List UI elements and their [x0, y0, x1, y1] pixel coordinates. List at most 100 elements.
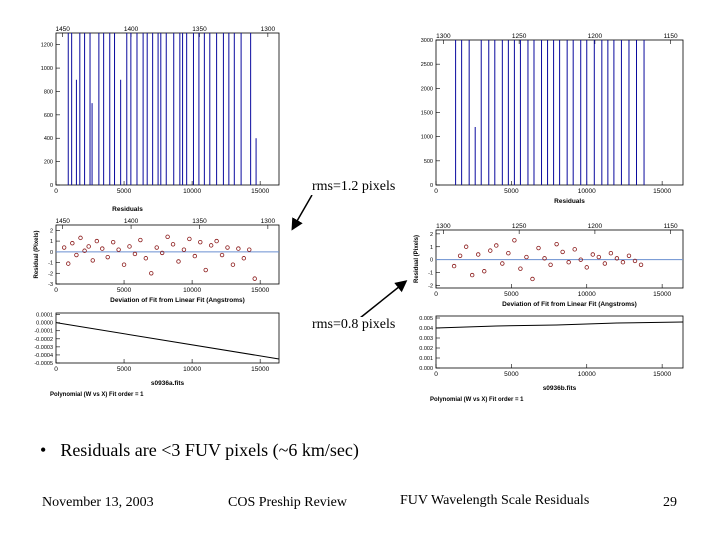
- residual-point: [105, 254, 110, 260]
- panel-b-residuals: 0 5000 10000 15000 1300 1250 1200 1150 -2 -1 0 1 2 Re…: [414, 223, 684, 308]
- residual-point: [614, 256, 620, 261]
- residual-point: [608, 250, 614, 256]
- footer-title: COS Preship Review: [228, 495, 347, 510]
- y-tick-label: 0.004: [419, 326, 433, 332]
- residual-point: [488, 248, 493, 253]
- top-tick-label: 1350: [192, 218, 207, 225]
- residual-point: [94, 238, 100, 244]
- y-tick-label: 2500: [421, 62, 433, 68]
- residual-point: [230, 262, 236, 267]
- x-tick-label: 15000: [251, 188, 269, 195]
- panel-caption: s0936a.fits: [151, 380, 185, 387]
- panel-b-emission-lines: 0 5000 10000 15000 1300 1250 1200 1150 0 500 1000 1…: [421, 33, 684, 205]
- residual-point: [176, 259, 181, 264]
- y-tick-label: 1: [50, 239, 53, 245]
- residual-point: [78, 235, 83, 241]
- residual-point: [536, 245, 541, 251]
- panel-b-deviation: 0 5000 10000 15000 0.000 0.001 0.002 0.003 0.004…: [419, 315, 684, 403]
- x-tick-label: 0: [54, 287, 58, 294]
- panel-caption: Deviation of Fit from Linear Fit (Angstr…: [502, 301, 637, 308]
- residual-point: [214, 238, 219, 244]
- panel-a-emission-lines: 0 5000 10000 15000 1450 1400 1350 1300 0 200 400 60…: [41, 26, 280, 195]
- residual-point: [116, 247, 121, 252]
- y-tick-label: -2: [428, 283, 433, 289]
- residual-point: [187, 236, 192, 242]
- y-tick-label: 1200: [41, 43, 53, 49]
- residual-point: [66, 261, 71, 266]
- residual-point: [512, 238, 517, 243]
- y-tick-label: 3000: [421, 38, 433, 44]
- x-tick-label: 0: [54, 188, 58, 195]
- x-tick-label: 5000: [117, 366, 132, 373]
- y-tick-label: 0.005: [419, 316, 433, 322]
- y-tick-label: -0.0005: [34, 361, 53, 367]
- residual-point: [138, 237, 143, 243]
- residual-point: [70, 241, 75, 246]
- rms-annotation-b: rms=0.8 pixels: [310, 317, 398, 333]
- residual-point: [247, 247, 252, 252]
- residual-point: [86, 244, 91, 249]
- y-tick-label: 0: [50, 183, 53, 189]
- y-tick-label: 2: [430, 232, 433, 238]
- x-tick-label: 10000: [183, 188, 201, 195]
- x-tick-label: 15000: [653, 371, 671, 378]
- plot-frame: [55, 312, 280, 364]
- top-tick-label: 1350: [192, 26, 207, 33]
- residual-point: [127, 244, 132, 249]
- y-tick-label: -0.0002: [34, 337, 53, 343]
- residual-point: [181, 247, 187, 252]
- x-tick-label: 0: [434, 291, 438, 298]
- x-tick-label: 10000: [578, 188, 596, 195]
- panel-a-residuals: 0 5000 10000 15000 1450 1400 1350 1300 -3 -2 -1 0 1 2…: [34, 206, 280, 304]
- plot-frame: [55, 32, 280, 186]
- y-tick-label: 0.000: [419, 366, 433, 372]
- residual-point: [566, 260, 571, 265]
- y-tick-label: 0.0001: [36, 313, 53, 319]
- y-tick-label: 400: [44, 136, 53, 142]
- x-tick-label: 10000: [183, 366, 201, 373]
- top-tick-label: 1300: [261, 218, 276, 225]
- residual-point: [596, 254, 602, 260]
- residual-point: [165, 234, 170, 239]
- x-tick-label: 5000: [504, 371, 519, 378]
- residual-point: [132, 251, 138, 257]
- y-tick-label: 0.001: [419, 356, 433, 362]
- top-tick-label: 1250: [512, 223, 527, 230]
- y-tick-label: -0.0001: [34, 329, 53, 335]
- fit-order-note: Polynomial (W vs X) Fit order = 1: [430, 397, 524, 403]
- x-tick-label: 15000: [251, 287, 269, 294]
- y-tick-label: -1: [48, 261, 53, 267]
- y-tick-label: 2000: [421, 86, 433, 92]
- residual-point: [252, 276, 257, 281]
- plot-frame: [435, 315, 684, 369]
- residual-point: [219, 252, 225, 258]
- y-tick-label: -0.0004: [34, 353, 53, 359]
- residual-point: [74, 252, 79, 258]
- residual-point: [241, 256, 247, 261]
- residual-point: [90, 258, 95, 263]
- y-tick-label: 1000: [41, 66, 53, 72]
- x-tick-label: 0: [434, 371, 438, 378]
- top-tick-label: 1400: [124, 26, 139, 33]
- x-tick-label: 5000: [504, 291, 519, 298]
- top-tick-label: 1450: [55, 26, 70, 33]
- y-tick-label: 1500: [421, 111, 433, 117]
- y-tick-label: 0.003: [419, 336, 433, 342]
- residual-point: [82, 248, 87, 253]
- residual-point: [154, 245, 159, 250]
- residual-point: [638, 262, 644, 267]
- residual-point: [469, 272, 475, 278]
- residual-point: [482, 269, 487, 274]
- y-axis-label: Residual (Pixels): [34, 230, 40, 278]
- y-tick-label: 0: [50, 250, 53, 256]
- residual-point: [143, 256, 149, 261]
- x-tick-label: 5000: [117, 287, 132, 294]
- residual-point: [159, 250, 165, 256]
- x-tick-label: 10000: [183, 287, 201, 294]
- y-tick-label: -0.0003: [34, 345, 53, 351]
- arrow-rms-a: [291, 194, 313, 231]
- x-tick-label: 5000: [504, 188, 519, 195]
- y-tick-label: 0: [430, 183, 433, 189]
- residual-point: [451, 263, 457, 269]
- top-tick-label: 1200: [588, 223, 603, 230]
